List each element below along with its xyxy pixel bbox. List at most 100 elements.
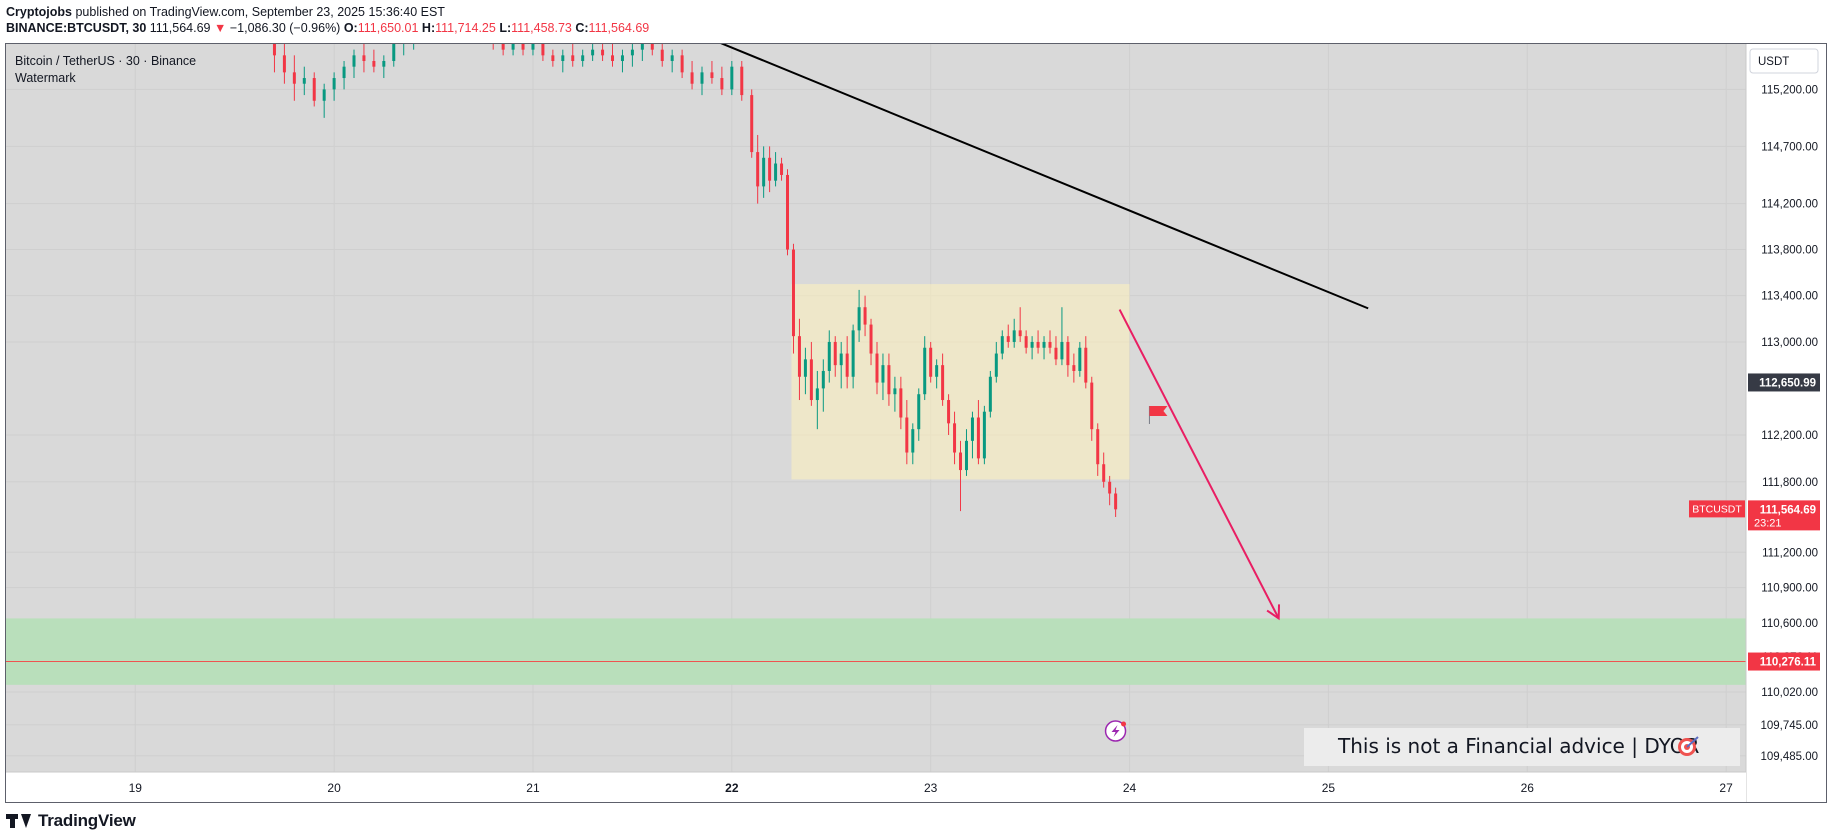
candle-down[interactable]	[797, 318, 801, 401]
tradingview-logo[interactable]: TradingView	[6, 810, 136, 832]
candle-up[interactable]	[911, 423, 915, 465]
candle-up[interactable]	[700, 66, 704, 96]
candle-down[interactable]	[541, 44, 545, 62]
candle-down[interactable]	[1024, 330, 1028, 354]
candle-up[interactable]	[561, 49, 565, 73]
candle-up[interactable]	[730, 61, 734, 96]
candle-down[interactable]	[780, 157, 784, 181]
candle-up[interactable]	[821, 359, 825, 412]
candle-up[interactable]	[893, 376, 897, 412]
candle-up[interactable]	[923, 336, 927, 401]
candle-down[interactable]	[1102, 452, 1106, 488]
price-axis[interactable]	[1746, 44, 1827, 803]
candle-down[interactable]	[845, 336, 849, 389]
candle-down[interactable]	[809, 341, 813, 406]
candle-down[interactable]	[786, 169, 790, 256]
candle-down[interactable]	[959, 440, 963, 512]
candle-down[interactable]	[372, 49, 376, 73]
candle-down[interactable]	[660, 44, 664, 67]
candle-down[interactable]	[492, 44, 495, 50]
candle-down[interactable]	[571, 44, 575, 67]
candle-down[interactable]	[1096, 423, 1100, 476]
candle-down[interactable]	[875, 341, 879, 395]
candle-down[interactable]	[720, 66, 724, 96]
candle-down[interactable]	[601, 44, 605, 62]
candle-up[interactable]	[1030, 336, 1034, 360]
candle-down[interactable]	[690, 61, 694, 90]
candle-down[interactable]	[887, 353, 891, 406]
candle-up[interactable]	[620, 49, 624, 73]
candle-up[interactable]	[591, 44, 595, 62]
candle-down[interactable]	[768, 146, 772, 193]
target-zone[interactable]	[6, 618, 1746, 685]
disclaimer-box[interactable]: This is not a Financial advice | DYOR	[1304, 728, 1740, 766]
candle-down[interactable]	[650, 44, 654, 56]
candle-up[interactable]	[412, 44, 415, 50]
candle-up[interactable]	[322, 83, 326, 118]
candle-up[interactable]	[970, 411, 974, 459]
candle-down[interactable]	[282, 44, 286, 84]
candle-down[interactable]	[521, 44, 525, 56]
candle-up[interactable]	[1000, 330, 1004, 360]
candle-up[interactable]	[382, 55, 386, 79]
trendline[interactable]	[662, 44, 1369, 310]
candle-up[interactable]	[827, 330, 831, 383]
candle-down[interactable]	[1072, 353, 1076, 383]
candle-up[interactable]	[762, 146, 766, 198]
candle-down[interactable]	[1048, 330, 1052, 354]
candle-up[interactable]	[964, 429, 968, 476]
candle-down[interactable]	[791, 243, 795, 354]
legend-title[interactable]: Bitcoin / TetherUS · 30 · Binance	[15, 54, 197, 68]
candle-up[interactable]	[630, 44, 634, 67]
candle-up[interactable]	[1012, 318, 1016, 348]
candle-down[interactable]	[756, 134, 760, 204]
candle-up[interactable]	[1060, 307, 1064, 366]
chart-pane[interactable]: This is not a Financial advice | DYOR 11…	[5, 43, 1827, 803]
candle-up[interactable]	[857, 289, 861, 342]
candle-up[interactable]	[332, 72, 336, 101]
candle-up[interactable]	[402, 44, 405, 56]
legend-indicator[interactable]: Watermark	[15, 71, 76, 85]
candle-down[interactable]	[292, 55, 296, 101]
candle-down[interactable]	[1084, 336, 1088, 389]
candle-down[interactable]	[905, 400, 909, 465]
candle-down[interactable]	[1036, 330, 1040, 354]
candles[interactable]	[272, 44, 1118, 517]
candle-up[interactable]	[774, 152, 778, 187]
candle-up[interactable]	[917, 388, 921, 441]
candle-down[interactable]	[362, 44, 366, 73]
candle-down[interactable]	[740, 61, 744, 101]
drawings[interactable]: This is not a Financial advice | DYOR	[662, 44, 1740, 766]
candle-down[interactable]	[710, 61, 714, 84]
candle-down[interactable]	[929, 341, 933, 383]
currency-button[interactable]: USDT	[1749, 48, 1819, 74]
candle-up[interactable]	[531, 44, 535, 56]
candle-down[interactable]	[869, 318, 873, 366]
candle-down[interactable]	[1018, 307, 1022, 342]
candle-down[interactable]	[680, 49, 684, 79]
candle-up[interactable]	[839, 341, 843, 389]
candle-up[interactable]	[994, 341, 998, 383]
lightning-icon[interactable]	[1104, 720, 1127, 742]
candle-up[interactable]	[1042, 336, 1046, 360]
author-name[interactable]: Cryptojobs	[6, 5, 72, 19]
candle-down[interactable]	[947, 394, 951, 436]
candle-down[interactable]	[1090, 376, 1094, 441]
chart-canvas[interactable]: This is not a Financial advice | DYOR 11…	[6, 44, 1827, 803]
candle-up[interactable]	[352, 49, 356, 79]
candle-down[interactable]	[551, 49, 555, 67]
candle-up[interactable]	[640, 44, 644, 62]
candle-down[interactable]	[941, 353, 945, 406]
time-axis[interactable]	[6, 772, 1746, 803]
candle-up[interactable]	[581, 49, 585, 67]
candle-up[interactable]	[342, 61, 346, 90]
candle-down[interactable]	[1108, 475, 1112, 506]
candle-up[interactable]	[881, 353, 885, 401]
candle-down[interactable]	[1114, 487, 1118, 517]
candle-up[interactable]	[815, 370, 819, 430]
candle-down[interactable]	[1006, 324, 1010, 348]
candle-down[interactable]	[1054, 336, 1058, 366]
projection-arrow-line[interactable]	[1118, 309, 1280, 619]
candle-down[interactable]	[272, 44, 276, 73]
candle-down[interactable]	[833, 336, 837, 377]
